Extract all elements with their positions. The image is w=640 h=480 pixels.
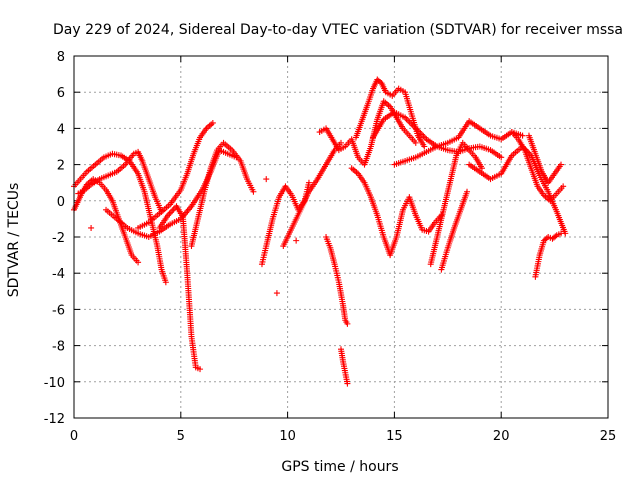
data-point — [412, 139, 419, 146]
data-point — [305, 179, 312, 186]
data-point — [552, 233, 559, 240]
series-arc15 — [370, 109, 505, 161]
data-point — [88, 224, 95, 231]
series-arc5 — [135, 119, 216, 231]
data-point — [464, 188, 471, 195]
data-point — [338, 139, 344, 146]
y-tick-label: 4 — [57, 122, 65, 137]
data-points — [71, 76, 569, 387]
series-arc8 — [258, 179, 312, 268]
data-point — [135, 259, 142, 266]
y-tick-label: -4 — [52, 267, 65, 282]
data-point — [344, 320, 351, 327]
series-arc6 — [156, 203, 204, 373]
data-point — [197, 366, 204, 373]
data-point — [421, 143, 428, 150]
y-tick-label: -8 — [52, 340, 65, 355]
series-arc22 — [525, 132, 565, 186]
data-point — [209, 119, 216, 126]
data-point — [293, 237, 300, 244]
data-point — [169, 207, 176, 214]
x-tick-label: 5 — [177, 429, 185, 444]
series-arc18 — [438, 188, 471, 273]
data-point — [344, 380, 351, 387]
series-arc2 — [71, 176, 142, 266]
data-point — [560, 183, 567, 190]
y-tick-label: 2 — [57, 159, 65, 174]
data-point — [498, 154, 505, 161]
series-arc16 — [391, 118, 526, 168]
series-arc17 — [427, 139, 485, 268]
data-point — [377, 78, 384, 85]
y-tick-label: 6 — [57, 86, 65, 101]
series-arc20 — [508, 129, 567, 204]
data-point — [170, 206, 177, 213]
series-arc11 — [338, 346, 351, 387]
data-point — [162, 279, 169, 286]
series-arc7 — [188, 139, 257, 250]
x-tick-label: 10 — [279, 429, 296, 444]
chart-title: Day 229 of 2024, Sidereal Day-to-day VTE… — [53, 22, 623, 38]
data-point — [263, 176, 270, 183]
series-arc3 — [75, 148, 165, 215]
x-tick-label: 20 — [493, 429, 510, 444]
series-arc4 — [103, 147, 240, 240]
y-tick-label: -2 — [52, 231, 65, 246]
y-tick-label: -12 — [44, 412, 65, 427]
series-arc19 — [466, 143, 569, 237]
x-tick-label: 0 — [70, 429, 78, 444]
y-tick-label: 0 — [57, 195, 65, 210]
data-point — [558, 161, 565, 168]
data-point — [558, 230, 565, 237]
x-tick-label: 15 — [386, 429, 403, 444]
data-point — [167, 209, 174, 216]
y-tick-label: -10 — [44, 376, 65, 391]
tick-layer: 0 5 10 15 20 25 -12 -10 -8 -6 -4 -2 0 2 4 6 8 — [44, 50, 617, 444]
y-axis-label: SDTVAR / TECUs — [6, 183, 22, 298]
data-point — [519, 132, 526, 139]
plot-frame — [73, 55, 609, 419]
x-axis-label: GPS time / hours — [281, 459, 398, 475]
y-tick-label: 8 — [57, 50, 65, 65]
series-arc21 — [532, 230, 565, 280]
series-arc14 — [348, 165, 445, 259]
data-point — [273, 290, 280, 297]
series-arc9 — [280, 139, 344, 250]
data-point — [250, 188, 257, 195]
series-arc10 — [323, 234, 351, 327]
x-tick-label: 25 — [600, 429, 617, 444]
y-tick-label: -6 — [52, 303, 65, 318]
series-isolated — [88, 176, 300, 297]
series-arc13 — [352, 76, 428, 150]
